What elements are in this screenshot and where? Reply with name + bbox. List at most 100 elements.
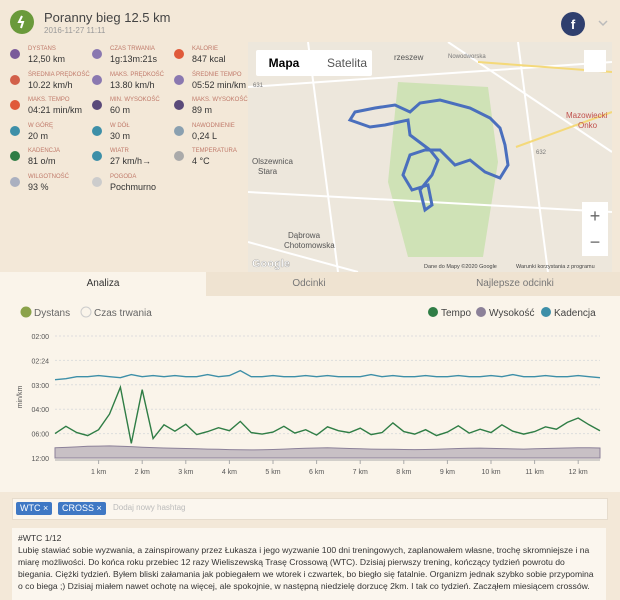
hashtag[interactable]: WTC ×	[16, 502, 53, 515]
date: 2016-11-27 11:11	[44, 26, 106, 35]
x-tick-label: 6 km	[309, 469, 324, 476]
stat-label: MAKS. PRĘDKOŚĆ	[110, 71, 165, 78]
stat: W DÓŁ 30 m	[90, 121, 170, 146]
toggle-check[interactable]	[80, 306, 92, 318]
map-label: Onko	[578, 121, 598, 130]
stat-label: KADENCJA	[28, 148, 61, 154]
stat-icon	[92, 49, 102, 59]
stat-value: Pochmurno	[110, 181, 157, 192]
stat: KADENCJA 81 o/m	[8, 146, 88, 171]
x-tick-label: 1 km	[91, 469, 106, 476]
stat-label: W DÓŁ	[110, 122, 130, 129]
facebook-button[interactable]	[561, 12, 585, 36]
stat-label: CZAS TRWANIA	[110, 46, 155, 52]
stat-value: 30 m	[110, 130, 131, 141]
stat-value: 0,24 L	[192, 130, 218, 141]
x-tick-label: 8 km	[396, 469, 411, 476]
stat: MAKS. WYSOKOŚĆ 89 m	[172, 95, 252, 120]
map-label: Chotomowska	[284, 241, 335, 250]
y-tick-label: 04:00	[31, 407, 49, 414]
y-tick-label: 03:00	[31, 383, 49, 390]
stat-icon	[10, 151, 20, 161]
stat-value: 12,50 km	[28, 54, 66, 64]
stat: CZAS TRWANIA 1g:13m:21s	[90, 44, 170, 69]
stat-icon	[92, 74, 102, 85]
stat-label: NAWODNIENIE	[192, 122, 235, 129]
tabs: Analiza Odcinki Najlepsze odcinki	[0, 272, 620, 296]
x-tick-label: 5 km	[265, 469, 280, 476]
stat: KALORIE 847 kcal	[172, 44, 252, 69]
x-tick-label: 10 km	[481, 469, 500, 476]
legend-label: Kadencja	[554, 308, 596, 319]
stat-label: DYSTANS	[28, 46, 56, 52]
stat-label: MAKS. TEMPO	[28, 97, 70, 103]
map-button[interactable]: Mapa	[269, 56, 300, 70]
stats: DYSTANS 12,50 km CZAS TRWANIA 1g:13m:21s KAL…	[8, 44, 248, 270]
stat-label: TEMPERATURA	[192, 148, 237, 154]
stat-icon	[10, 176, 20, 187]
fullscreen-button[interactable]	[584, 50, 606, 72]
legend-label: Wysokość	[489, 308, 534, 319]
stat-icon	[10, 125, 20, 136]
stat-icon	[174, 151, 184, 161]
hashtag-input[interactable]: Dodaj nowy hashtag	[113, 503, 186, 512]
stat-icon	[174, 125, 184, 136]
legend-check[interactable]	[541, 307, 551, 317]
stat-label: W GÓRĘ	[28, 122, 53, 129]
chart: Dystans Czas trwania min/km Tempo Wysokość Ka…	[0, 296, 620, 492]
stat-value: 27 km/h→	[110, 156, 152, 166]
stat-value: 81 o/m	[28, 156, 56, 166]
stat: WIATR 27 km/h→	[90, 146, 170, 171]
map-label: Stara	[258, 167, 278, 176]
stat: MAKS. PRĘDKOŚĆ 13.80 km/h	[90, 70, 170, 95]
title: Poranny bieg 12.5 km	[44, 10, 171, 25]
chevron[interactable]	[598, 20, 608, 27]
facebook-icon[interactable]: f	[571, 17, 576, 32]
stat-value: 13.80 km/h	[110, 79, 155, 90]
toggle-check[interactable]	[20, 306, 32, 318]
x-tick-label: 12 km	[569, 469, 588, 476]
hashtag-remove[interactable]: ×	[96, 503, 102, 513]
stat-icon	[10, 74, 20, 85]
description-text: Lubię stawiać sobie wyzwania, a zainspir…	[18, 545, 594, 591]
toggle-label: Czas trwania	[94, 308, 152, 319]
map-button[interactable]: Satelita	[327, 56, 367, 70]
stat-label: KALORIE	[192, 46, 219, 52]
map[interactable]: Mapa Satelita + − rzeszew Nowodworska 63…	[248, 42, 612, 272]
stat-value: 1g:13m:21s	[110, 54, 158, 64]
tab[interactable]: Analiza	[0, 272, 206, 296]
zoom-in[interactable]: +	[590, 206, 601, 226]
zoom-out[interactable]: −	[590, 232, 601, 252]
stat-label: WIATR	[110, 148, 129, 154]
legend-check[interactable]	[476, 307, 486, 317]
stat: WILGOTNOŚĆ 93 %	[8, 172, 88, 197]
stat-value: 89 m	[192, 105, 213, 115]
map-label: Olszewnica	[252, 157, 293, 166]
x-tick-label: 4 km	[222, 469, 237, 476]
hashtag-remove[interactable]: ×	[43, 503, 49, 513]
legend-check[interactable]	[428, 307, 438, 317]
y-tick-label: 12:00	[31, 456, 49, 463]
stat-label: MIN. WYSOKOŚĆ	[110, 97, 160, 103]
hashtag-text: WTC	[20, 503, 41, 513]
map-label: Mazowiecki	[566, 111, 608, 120]
toggle-label: Dystans	[34, 308, 70, 319]
tab[interactable]: Odcinki	[292, 278, 326, 289]
hashtag[interactable]: CROSS ×	[58, 502, 106, 515]
stat: NAWODNIENIE 0,24 L	[172, 121, 252, 146]
stat-icon	[92, 125, 102, 136]
description: #WTC 1/12 Lubię stawiać sobie wyzwania, …	[12, 528, 606, 600]
stat: POGODA Pochmurno	[90, 172, 170, 197]
stat-label: ŚREDNIE TEMPO	[192, 71, 242, 78]
tab[interactable]: Najlepsze odcinki	[476, 278, 554, 289]
stat-value: 20 m	[28, 130, 49, 141]
stat-label: ŚREDNIA PRĘDKOŚĆ	[28, 71, 90, 78]
stat-icon	[10, 100, 20, 110]
map-label: Dąbrowa	[288, 231, 321, 240]
stat-label: POGODA	[110, 173, 137, 180]
x-tick-label: 7 km	[353, 469, 368, 476]
hashtag-text: CROSS	[62, 503, 95, 513]
map-terms[interactable]: Warunki korzystania z programu	[516, 264, 595, 270]
stat-icon	[10, 49, 20, 59]
